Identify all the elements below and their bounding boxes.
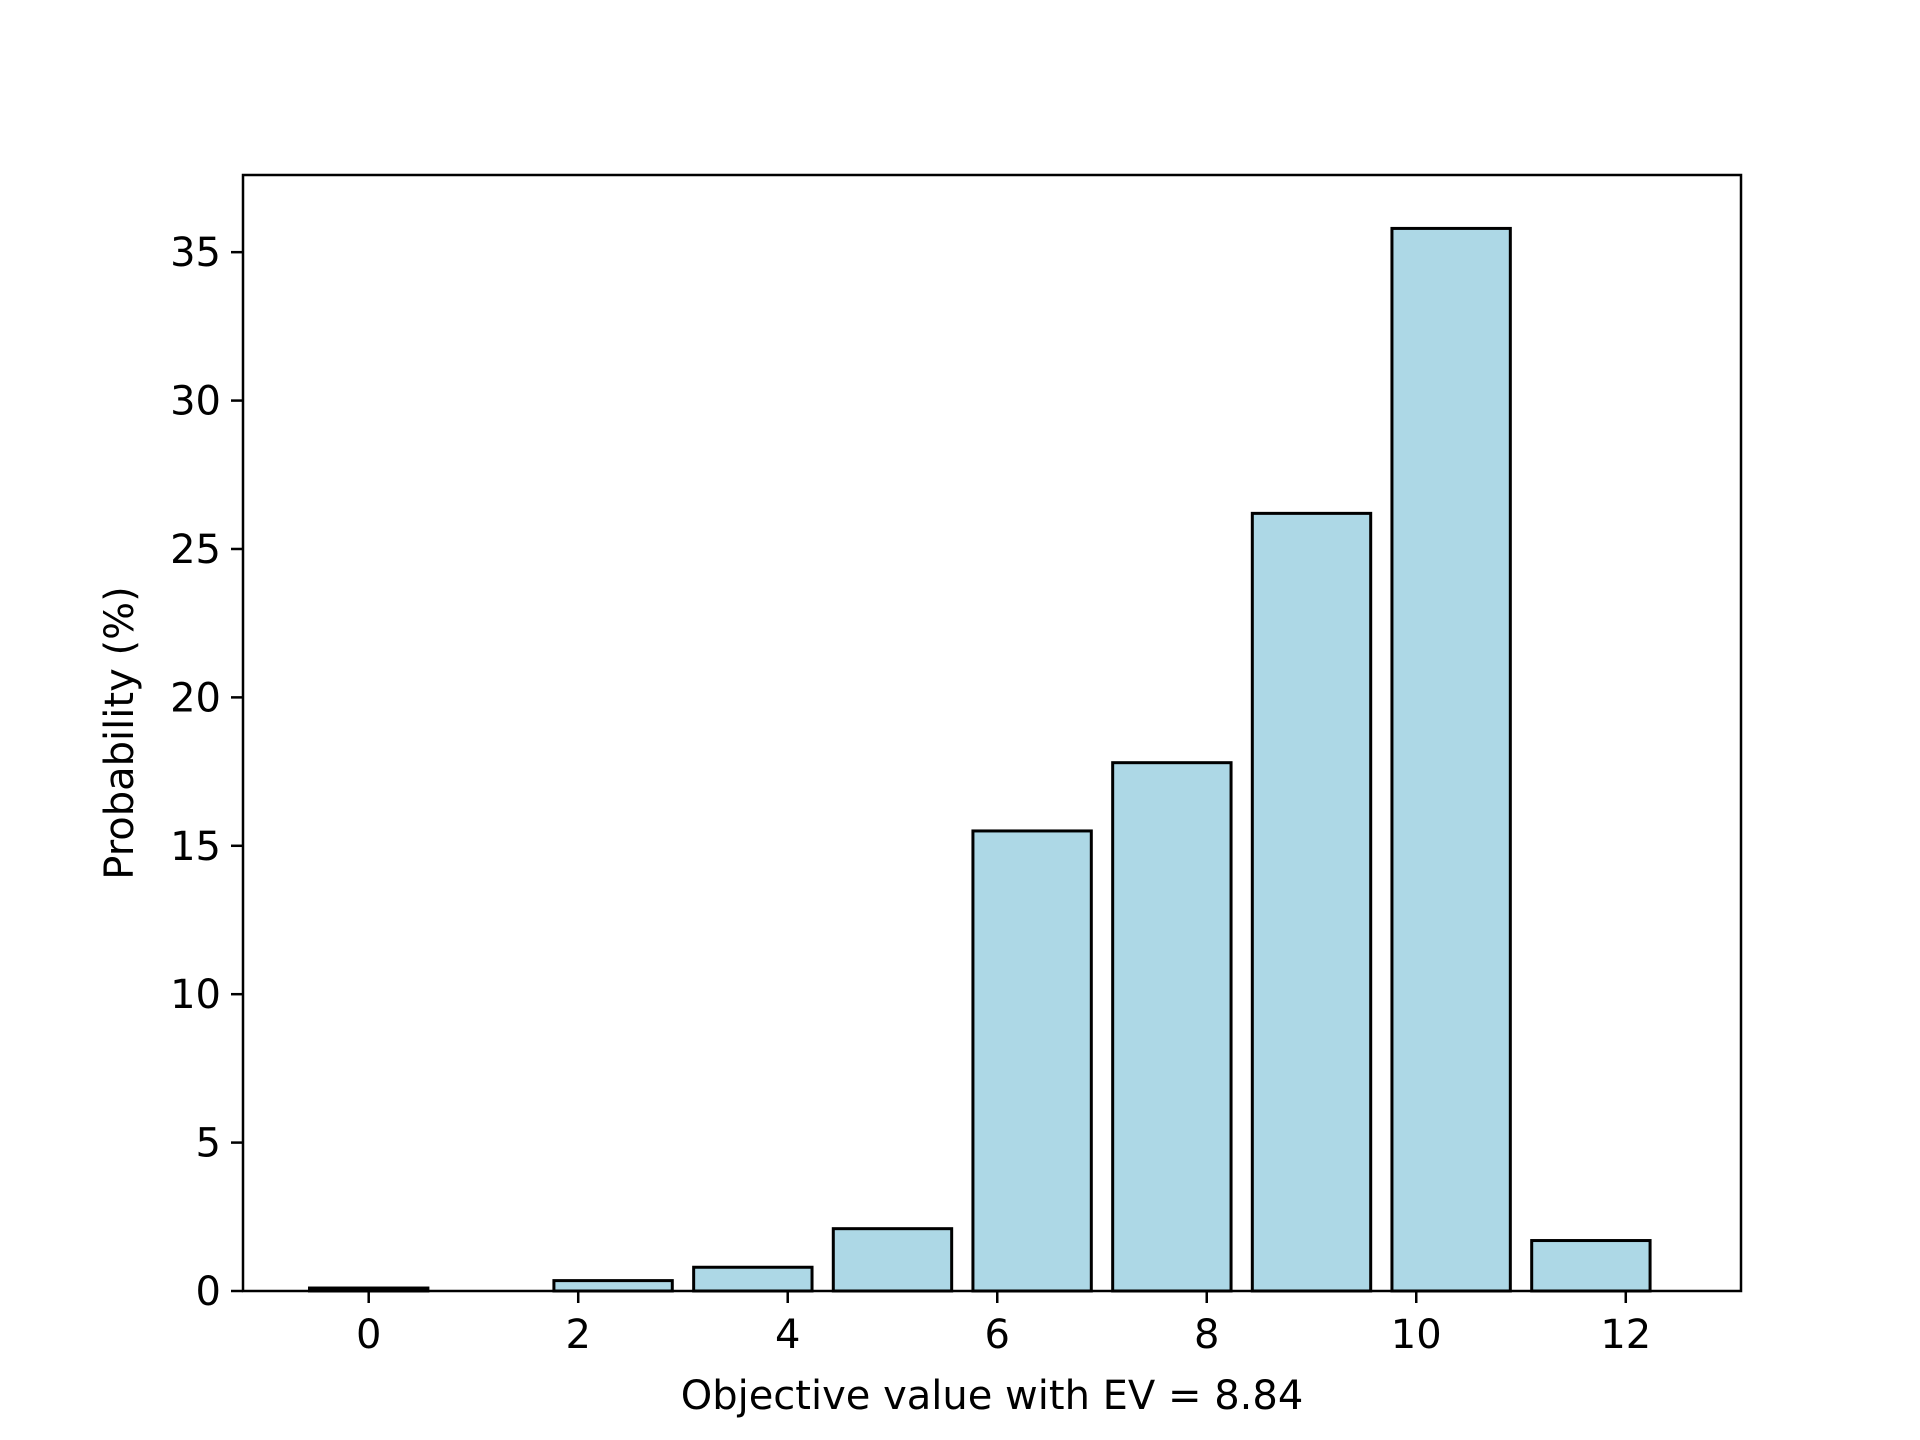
y-tick-label: 10 xyxy=(170,972,221,1018)
y-tick-label: 15 xyxy=(170,824,221,870)
y-tick-label: 0 xyxy=(196,1269,221,1315)
y-tick-label: 25 xyxy=(170,527,221,573)
x-tick-label: 4 xyxy=(775,1312,800,1358)
plot-frame xyxy=(241,173,1743,1293)
bars-layer xyxy=(308,226,1652,1293)
x-tick-label: 6 xyxy=(985,1312,1010,1358)
x-tick-label: 10 xyxy=(1391,1312,1442,1358)
bar xyxy=(831,1227,954,1293)
y-axis-label: Probability (%) xyxy=(97,586,143,879)
bar xyxy=(1390,226,1512,1293)
x-axis-label: Objective value with EV = 8.84 xyxy=(681,1373,1304,1419)
x-axis-ticks: 0 2 4 6 8 10 12 xyxy=(356,1291,1651,1358)
bar xyxy=(1111,761,1233,1293)
bar xyxy=(692,1265,814,1293)
y-tick-label: 20 xyxy=(170,675,221,721)
y-axis-ticks: 0 5 10 15 20 25 30 35 xyxy=(170,230,243,1315)
x-tick-label: 12 xyxy=(1600,1312,1651,1358)
y-tick-label: 30 xyxy=(170,379,221,425)
bar xyxy=(971,829,1093,1293)
x-tick-label: 0 xyxy=(356,1312,381,1358)
y-tick-label: 35 xyxy=(170,230,221,276)
x-tick-label: 8 xyxy=(1194,1312,1219,1358)
bar xyxy=(1530,1239,1652,1293)
bar xyxy=(552,1279,674,1293)
y-tick-label: 5 xyxy=(196,1121,221,1167)
x-tick-label: 2 xyxy=(565,1312,590,1358)
bar xyxy=(1250,511,1373,1293)
